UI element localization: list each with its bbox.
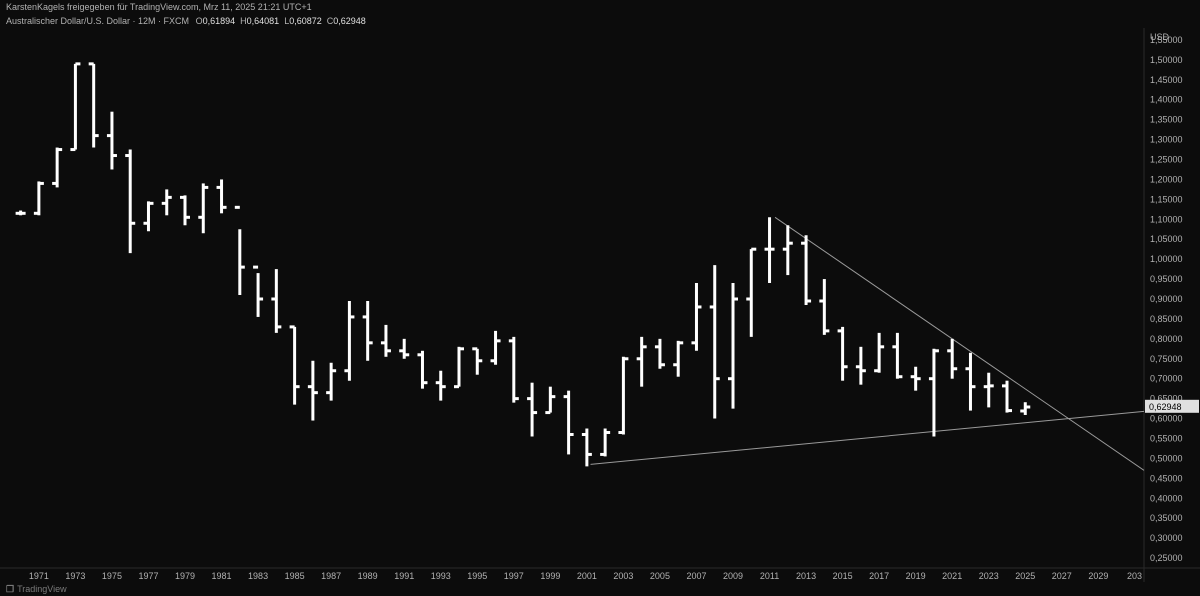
y-tick-label: 0,50000	[1150, 453, 1183, 463]
x-tick-label: 1979	[175, 571, 195, 581]
tradingview-logo-icon: ❒	[6, 584, 13, 595]
y-tick-label: 1,10000	[1150, 214, 1183, 224]
y-tick-label: 1,45000	[1150, 75, 1183, 85]
x-tick-label: 1973	[65, 571, 85, 581]
y-tick-label: 0,75000	[1150, 354, 1183, 364]
x-tick-label: 2021	[942, 571, 962, 581]
x-tick-label: 1975	[102, 571, 122, 581]
x-tick-label: 2009	[723, 571, 743, 581]
y-tick-label: 1,15000	[1150, 194, 1183, 204]
y-tick-label: 0,30000	[1150, 533, 1183, 543]
x-tick-label: 2019	[906, 571, 926, 581]
low-value: 0,60872	[289, 16, 322, 26]
y-tick-label: 0,35000	[1150, 513, 1183, 523]
x-tick-label: 1997	[504, 571, 524, 581]
x-tick-label: 2013	[796, 571, 816, 581]
x-tick-label: 1993	[431, 571, 451, 581]
x-tick-label: 1985	[285, 571, 305, 581]
y-tick-label: 0,90000	[1150, 294, 1183, 304]
y-tick-label: 0,85000	[1150, 314, 1183, 324]
y-tick-label: 1,30000	[1150, 135, 1183, 145]
y-tick-label: 0,70000	[1150, 374, 1183, 384]
y-tick-label: 0,55000	[1150, 433, 1183, 443]
x-tick-label: 1971	[29, 571, 49, 581]
x-tick-label: 1983	[248, 571, 268, 581]
chart-area[interactable]: USD0,250000,300000,350000,400000,450000,…	[0, 28, 1200, 582]
y-tick-label: 1,55000	[1150, 35, 1183, 45]
y-tick-label: 0,60000	[1150, 414, 1183, 424]
close-value: 0,62948	[333, 16, 366, 26]
y-tick-label: 0,95000	[1150, 274, 1183, 284]
chart-svg: USD0,250000,300000,350000,400000,450000,…	[0, 28, 1200, 582]
x-tick-label: 2005	[650, 571, 670, 581]
ohlc-block: O0,61894 H0,64081 L0,60872 C0,62948	[193, 16, 366, 26]
y-tick-label: 1,50000	[1150, 55, 1183, 65]
x-tick-label: 2029	[1088, 571, 1108, 581]
x-tick-label: 1991	[394, 571, 414, 581]
y-tick-label: 0,80000	[1150, 334, 1183, 344]
x-tick-label: 1995	[467, 571, 487, 581]
y-tick-label: 0,45000	[1150, 473, 1183, 483]
x-tick-label: 2027	[1052, 571, 1072, 581]
x-tick-label: 1981	[212, 571, 232, 581]
x-tick-label: 1987	[321, 571, 341, 581]
x-tick-label: 2001	[577, 571, 597, 581]
y-tick-label: 0,40000	[1150, 493, 1183, 503]
y-tick-label: 1,20000	[1150, 174, 1183, 184]
y-tick-label: 1,35000	[1150, 115, 1183, 125]
last-price-label: 0,62948	[1149, 402, 1182, 412]
x-tick-label: 2007	[686, 571, 706, 581]
x-tick-label: 1977	[138, 571, 158, 581]
symbol-info-bar: Australischer Dollar/U.S. Dollar · 12M ·…	[0, 14, 1200, 28]
open-value: 0,61894	[203, 16, 236, 26]
x-tick-label: 2023	[979, 571, 999, 581]
svg-text:203: 203	[1127, 571, 1142, 581]
x-tick-label: 2003	[613, 571, 633, 581]
high-value: 0,64081	[247, 16, 280, 26]
attribution-text: KarstenKagels freigegeben für TradingVie…	[6, 2, 312, 12]
y-tick-label: 1,40000	[1150, 95, 1183, 105]
x-tick-label: 2011	[760, 571, 779, 581]
y-tick-label: 1,25000	[1150, 155, 1183, 165]
y-tick-label: 1,05000	[1150, 234, 1183, 244]
tradingview-brand: TradingView	[17, 584, 67, 594]
x-tick-label: 2015	[833, 571, 853, 581]
footer-bar: ❒ TradingView	[0, 582, 1200, 596]
x-tick-label: 1989	[358, 571, 378, 581]
x-tick-label: 2025	[1015, 571, 1035, 581]
y-tick-label: 0,25000	[1150, 553, 1183, 563]
symbol-name: Australischer Dollar/U.S. Dollar · 12M ·…	[6, 16, 189, 26]
x-tick-label: 2017	[869, 571, 889, 581]
y-tick-label: 1,00000	[1150, 254, 1183, 264]
x-tick-label: 1999	[540, 571, 560, 581]
attribution-bar: KarstenKagels freigegeben für TradingVie…	[0, 0, 1200, 14]
